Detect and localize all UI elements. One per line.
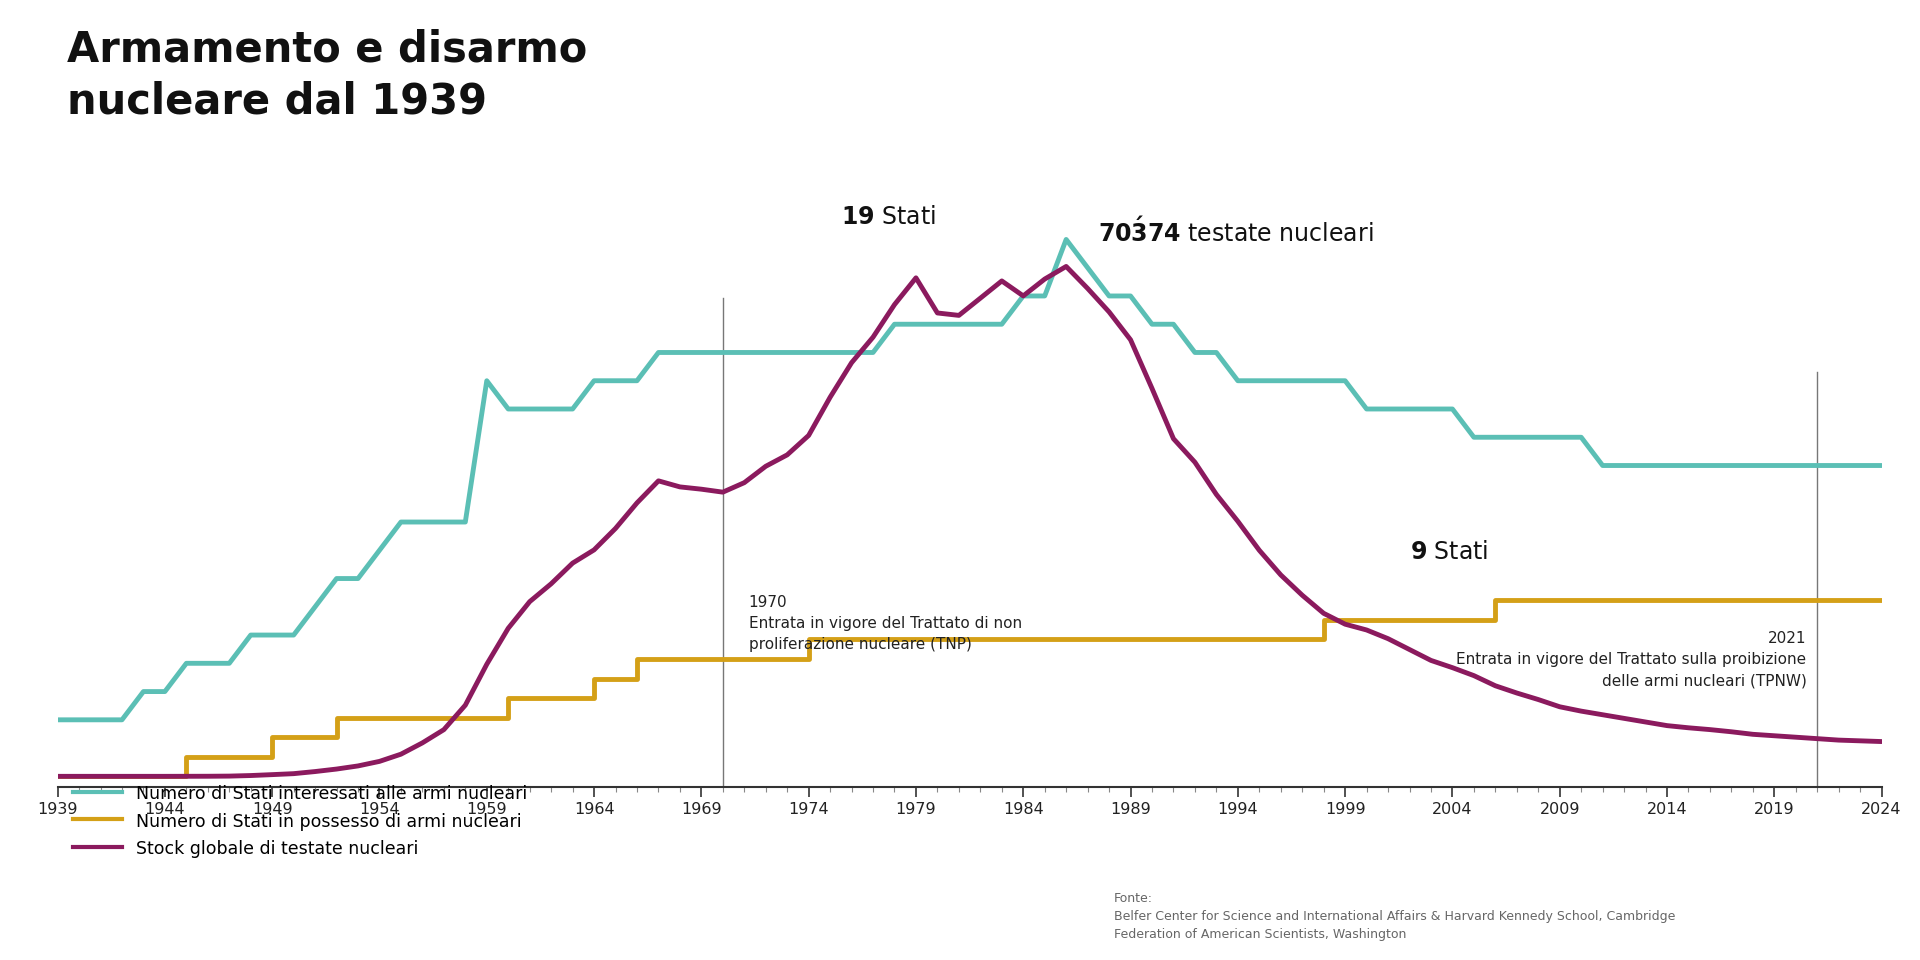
Text: Armamento e disarmo
nucleare dal 1939: Armamento e disarmo nucleare dal 1939 — [67, 29, 588, 123]
Text: 2021
Entrata in vigore del Trattato sulla proibizione
delle armi nucleari (TPNW): 2021 Entrata in vigore del Trattato sull… — [1457, 632, 1807, 688]
Text: $\bf{70\'374}$ testate nucleari: $\bf{70\'374}$ testate nucleari — [1098, 218, 1375, 248]
Legend: Numero di Stati interessati alle armi nucleari, Numero di Stati in possesso di a: Numero di Stati interessati alle armi nu… — [67, 778, 534, 865]
Text: 1970
Entrata in vigore del Trattato di non
proliferazione nucleare (TNP): 1970 Entrata in vigore del Trattato di n… — [749, 595, 1021, 652]
Text: Fonte:
Belfer Center for Science and International Affairs & Harvard Kennedy Sch: Fonte: Belfer Center for Science and Int… — [1114, 892, 1674, 941]
Text: $\bf{9}$ Stati: $\bf{9}$ Stati — [1409, 540, 1488, 564]
Text: $\bf{19}$ Stati: $\bf{19}$ Stati — [841, 205, 935, 229]
